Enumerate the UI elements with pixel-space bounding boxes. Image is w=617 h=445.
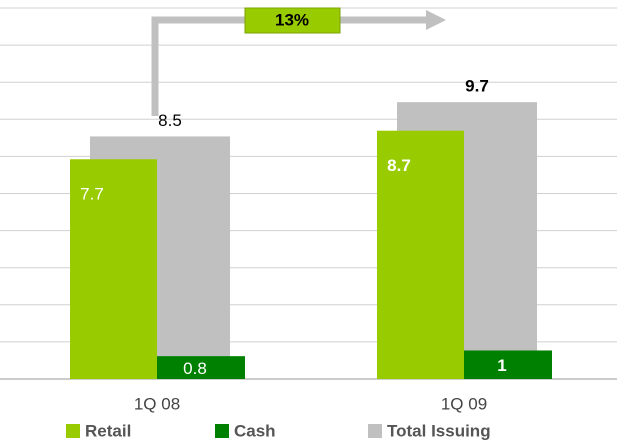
annotation-box (244, 7, 341, 34)
bar (464, 350, 552, 379)
arrow-head (426, 10, 446, 30)
value-label: 8.5 (158, 111, 182, 130)
legend-swatch (66, 424, 80, 438)
legend-swatch (215, 424, 229, 438)
bar (70, 159, 157, 379)
legend-swatch (368, 424, 382, 438)
legend-label: Retail (85, 421, 131, 440)
bar (157, 356, 245, 379)
value-label: 9.7 (465, 77, 489, 96)
bar (377, 130, 464, 379)
value-label: 0.8 (183, 359, 207, 378)
x-tick-label: 1Q 09 (441, 394, 487, 413)
value-label: 1 (497, 356, 506, 375)
annotation-group: 13% (151, 7, 446, 116)
value-label: 8.7 (387, 156, 411, 175)
labels: 8.5 9.7 7.7 8.7 0.8 1 1Q 08 1Q 09 Retail Cash Tota… (66, 77, 507, 440)
value-label: 7.7 (80, 185, 104, 204)
x-tick-label: 1Q 08 (134, 394, 180, 413)
legend-label: Total Issuing (387, 421, 491, 440)
bars (70, 102, 552, 379)
annotation: 13% (275, 10, 309, 29)
legend-label: Cash (234, 421, 276, 440)
growth-arrow (151, 16, 430, 116)
